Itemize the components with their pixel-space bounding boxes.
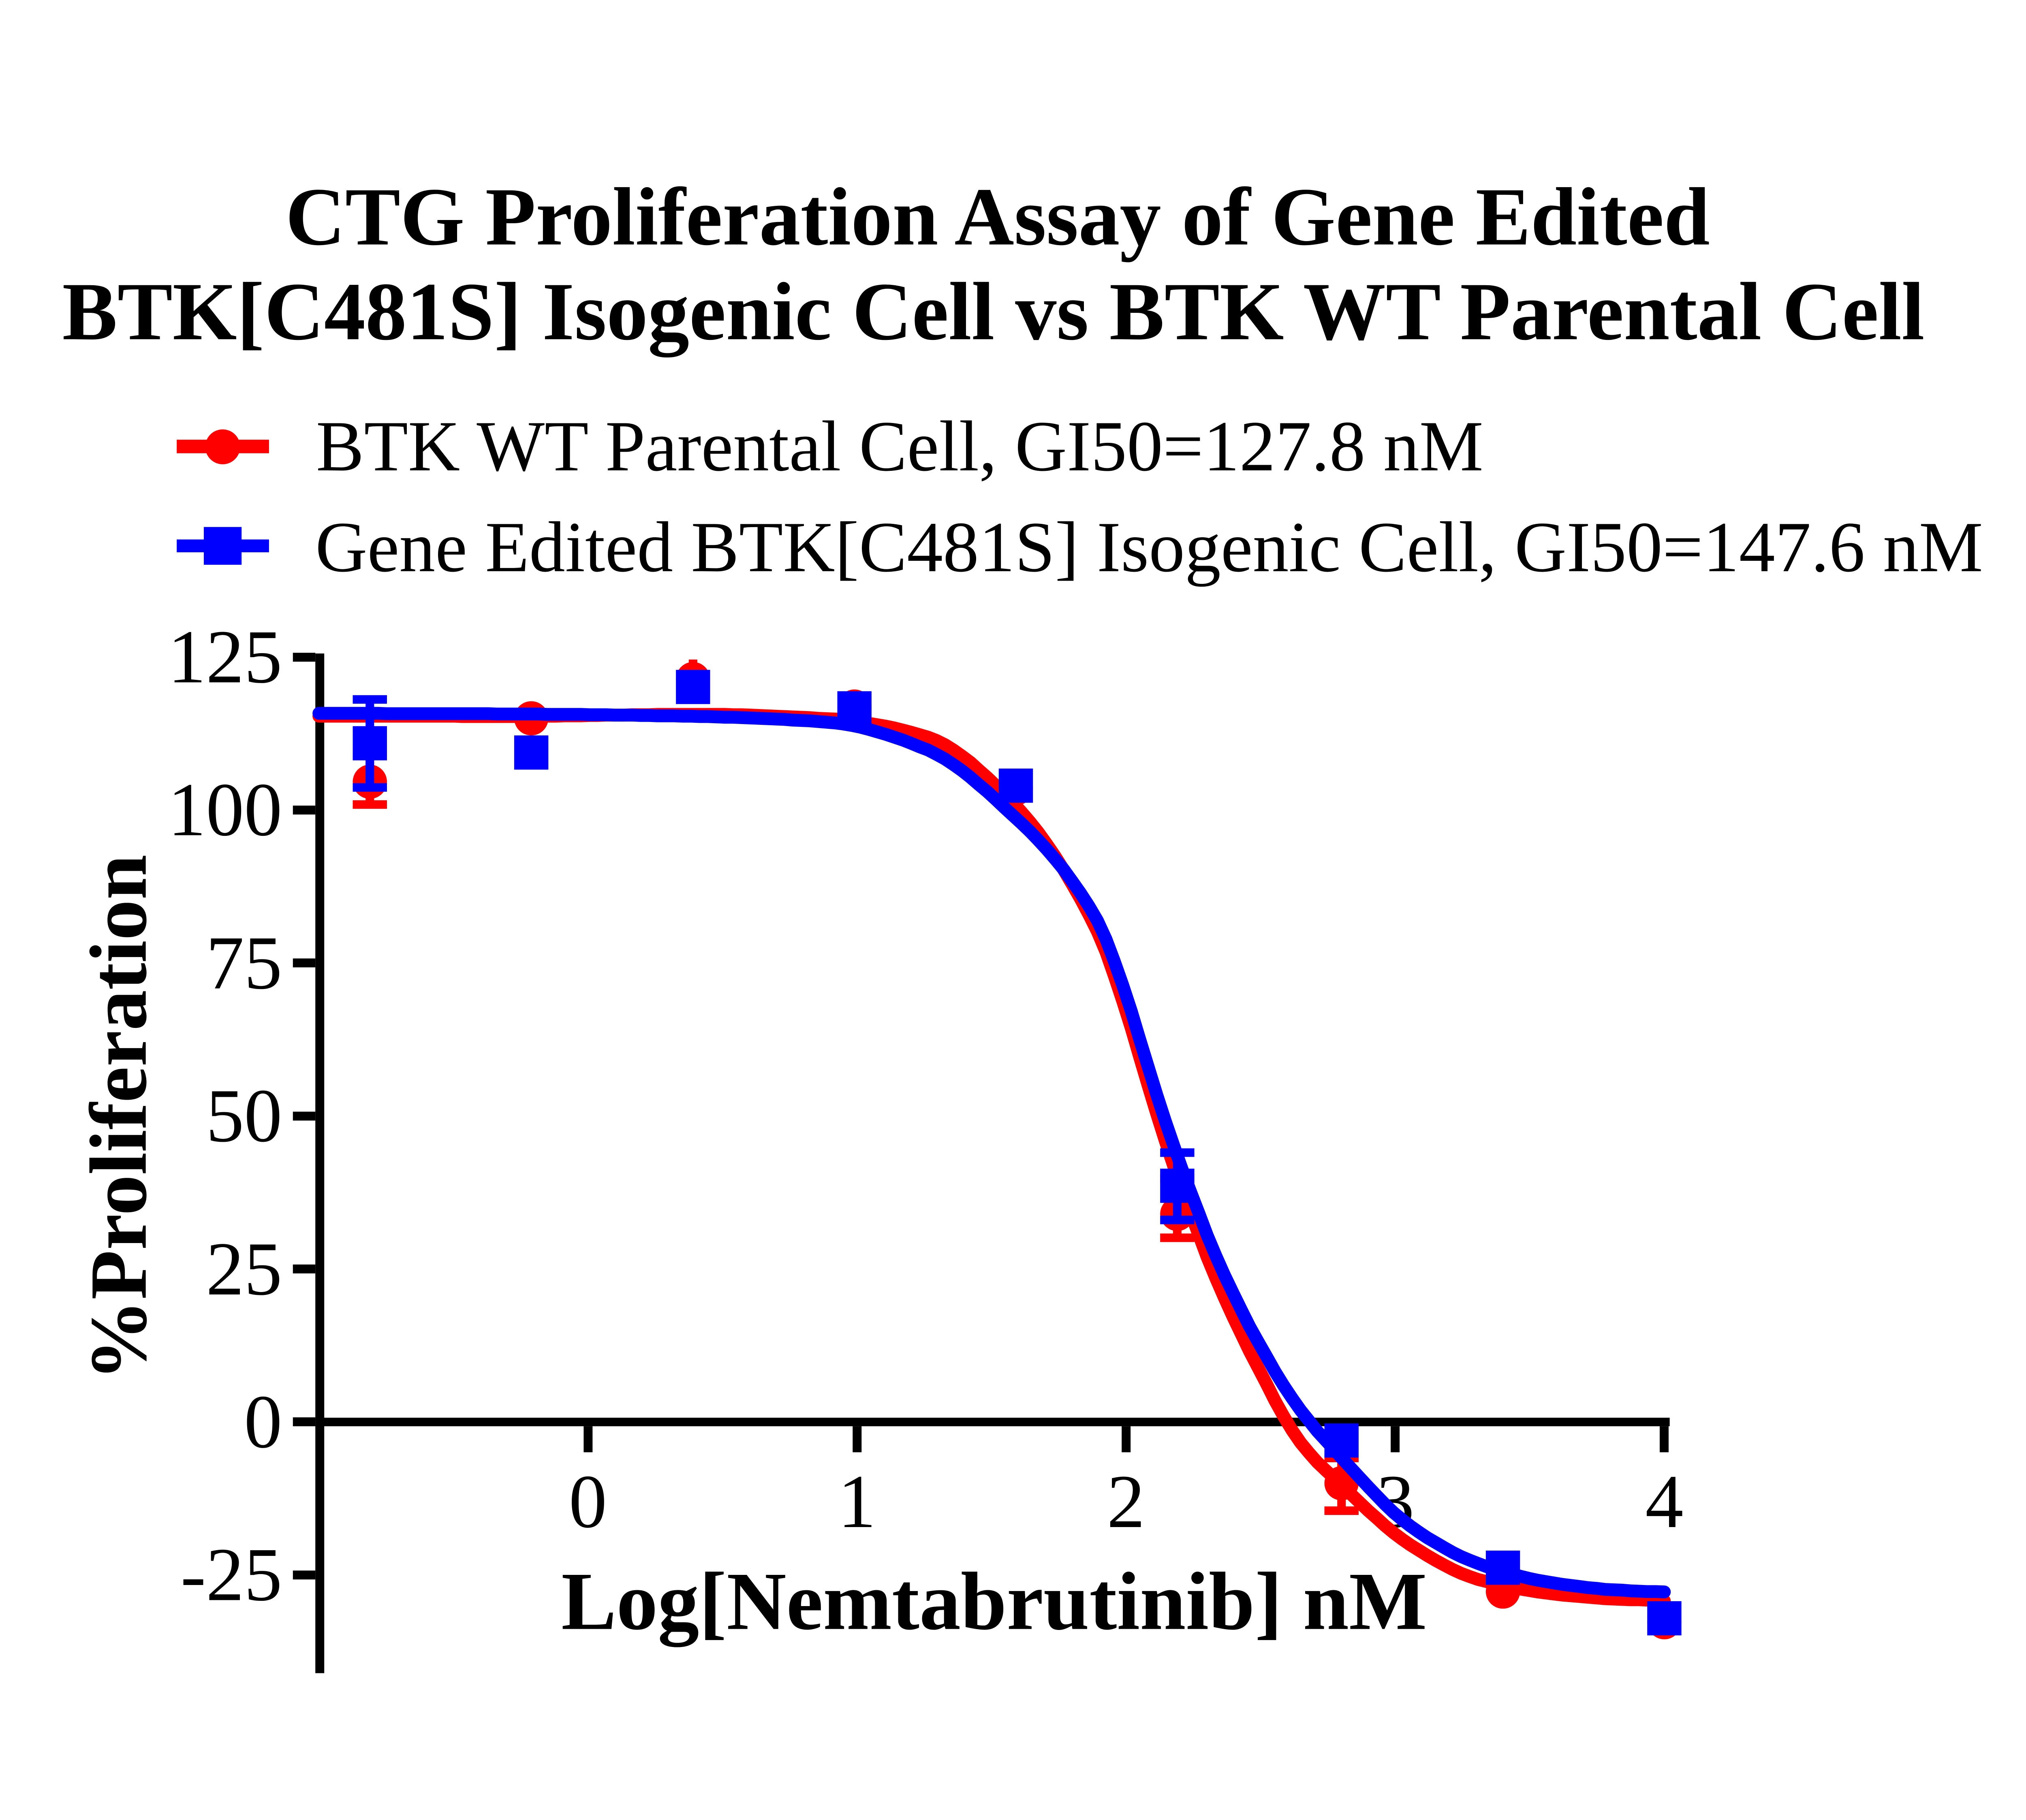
svg-text:BTK[C481S] Isogenic Cell vs BT: BTK[C481S] Isogenic Cell vs BTK WT Paren…	[62, 266, 1925, 357]
svg-text:25: 25	[206, 1226, 282, 1311]
svg-text:100: 100	[168, 767, 282, 852]
svg-text:4: 4	[1645, 1459, 1683, 1544]
svg-text:Gene Edited BTK[C481S] Isogeni: Gene Edited BTK[C481S] Isogenic Cell, GI…	[315, 508, 1983, 587]
svg-text:1: 1	[838, 1459, 876, 1544]
svg-text:CTG Proliferation Assay of Gen: CTG Proliferation Assay of Gene Edited	[286, 171, 1710, 263]
svg-text:2: 2	[1107, 1459, 1145, 1544]
svg-text:BTK WT Parental Cell, GI50=127: BTK WT Parental Cell, GI50=127.8 nM	[316, 407, 1483, 486]
svg-text:0: 0	[244, 1379, 282, 1464]
svg-text:125: 125	[168, 614, 282, 699]
svg-text:Log[Nemtabrutinib] nM: Log[Nemtabrutinib] nM	[561, 1556, 1427, 1647]
svg-text:0: 0	[569, 1459, 607, 1544]
svg-text:75: 75	[206, 920, 282, 1005]
svg-text:%Proliferation: %Proliferation	[74, 854, 164, 1381]
svg-text:50: 50	[206, 1073, 282, 1158]
svg-text:-25: -25	[181, 1532, 282, 1617]
